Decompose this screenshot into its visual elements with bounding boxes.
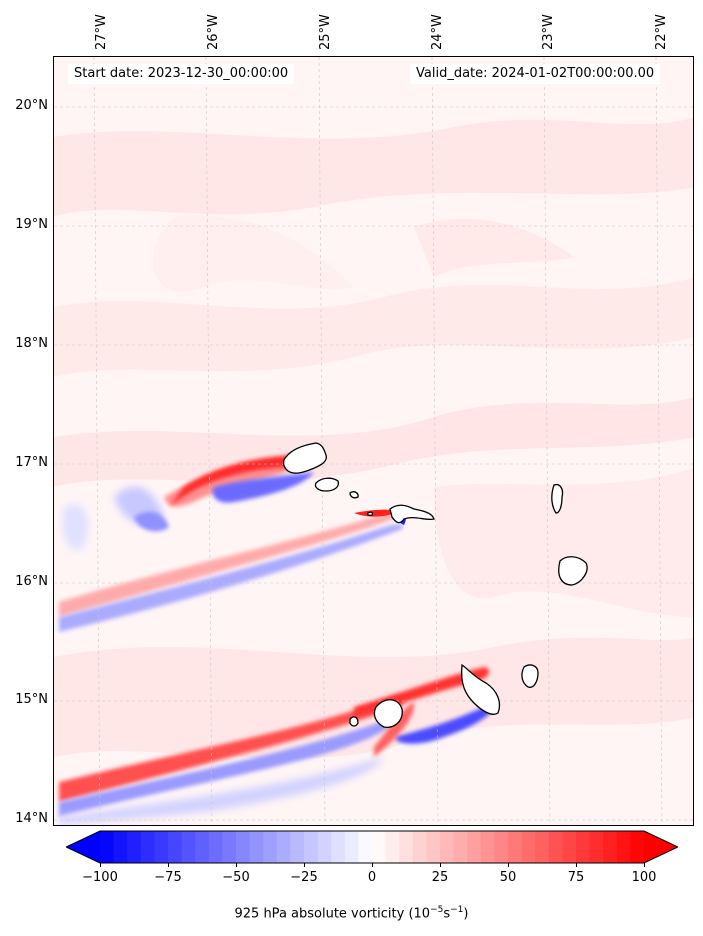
colorbar-segment (181, 831, 196, 863)
colorbar-segment (603, 831, 618, 863)
colorbar-segment (113, 831, 128, 863)
island-brava (349, 716, 359, 727)
colorbar-max-extension (644, 831, 678, 863)
coastlines (282, 442, 588, 728)
colorbar-tick-mark (643, 863, 645, 867)
lat-label-19n: 19°N (15, 217, 48, 232)
colorbar-tick-mark (303, 863, 305, 867)
colorbar-segment (222, 831, 237, 863)
colorbar-segment (480, 831, 495, 863)
colorbar-tick-label: −100 (82, 870, 118, 885)
colorbar-segment (168, 831, 183, 863)
colorbar-segment (276, 831, 291, 863)
lon-label-23w: 23°W (541, 14, 556, 50)
colorbar-segment (453, 831, 468, 863)
colorbar-tick-label: −25 (290, 870, 318, 885)
colorbar-segment (344, 831, 359, 863)
colorbar-tick-label: −75 (154, 870, 182, 885)
colorbar-tick-mark (507, 863, 509, 867)
lat-label-16n: 16°N (15, 574, 48, 589)
colorbar-tick-label: 50 (499, 870, 517, 885)
colorbar-segment (535, 831, 550, 863)
colorbar-segment (630, 831, 645, 863)
colorbar-segment (154, 831, 169, 863)
colorbar-tick-label: 75 (567, 870, 585, 885)
colorbar-tick-mark (235, 863, 237, 867)
north-vortex-street (62, 455, 314, 550)
island-raso (367, 511, 374, 517)
island-boa-vista (558, 556, 588, 586)
colorbar (66, 830, 678, 864)
colorbar-tick-label: 0 (367, 870, 377, 885)
colorbar-segments (66, 831, 678, 863)
lon-label-25w: 25°W (318, 14, 333, 50)
colorbar-segment (562, 831, 577, 863)
colorbar-tick-mark (167, 863, 169, 867)
island-sal (551, 483, 564, 514)
colorbar-min-extension (66, 831, 100, 863)
colorbar-segment (331, 831, 346, 863)
colorbar-tick-mark (439, 863, 441, 867)
lat-label-18n: 18°N (15, 336, 48, 351)
colorbar-segment (521, 831, 536, 863)
colorbar-segment (372, 831, 387, 863)
lat-label-20n: 20°N (15, 98, 48, 113)
vorticity-map (54, 57, 693, 825)
colorbar-segment (508, 831, 523, 863)
colorbar-segment (236, 831, 251, 863)
start-date-label: Start date: 2023-12-30_00:00:00 (68, 64, 295, 84)
map-panel (53, 56, 694, 826)
colorbar-segment (494, 831, 509, 863)
colorbar-segment (589, 831, 604, 863)
colorbar-segment (548, 831, 563, 863)
colorbar-segment (208, 831, 223, 863)
colorbar-tick-label: 100 (631, 870, 657, 885)
lon-label-26w: 26°W (206, 14, 221, 50)
island-sao-vicente (314, 477, 340, 492)
colorbar-segment (290, 831, 305, 863)
colorbar-label: 925 hPa absolute vorticity (10−5s−1) (234, 905, 469, 922)
colorbar-segment (263, 831, 278, 863)
colorbar-segment (385, 831, 400, 863)
colorbar-segment (195, 831, 210, 863)
colorbar-tick-mark (575, 863, 577, 867)
colorbar-segment (304, 831, 319, 863)
island-santa-luzia (349, 491, 359, 499)
colorbar-segment (100, 831, 115, 863)
colorbar-segment (616, 831, 631, 863)
island-sao-nicolau (389, 504, 435, 524)
colorbar-segment (358, 831, 373, 863)
island-maio (521, 664, 539, 688)
colorbar-segment (249, 831, 264, 863)
lat-label-17n: 17°N (15, 455, 48, 470)
colorbar-segment (440, 831, 455, 863)
lon-label-24w: 24°W (430, 14, 445, 50)
graticule (54, 57, 693, 825)
lat-label-15n: 15°N (15, 692, 48, 707)
colorbar-tick-label: −50 (222, 870, 250, 885)
background-vorticity-field (54, 117, 693, 759)
colorbar-tick-mark (99, 863, 101, 867)
island-fogo (373, 699, 403, 728)
colorbar-tick-label: 25 (431, 870, 449, 885)
valid-date-label: Valid_date: 2024-01-02T00:00:00.00 (410, 64, 661, 84)
island-santo-antao (282, 442, 328, 474)
colorbar-segment (140, 831, 155, 863)
lon-label-22w: 22°W (654, 14, 669, 50)
central-vorticity-bands (59, 509, 407, 632)
colorbar-tick-mark (371, 863, 373, 867)
island-santiago (460, 663, 501, 715)
colorbar-segment (426, 831, 441, 863)
colorbar-segment (412, 831, 427, 863)
colorbar-segment (576, 831, 591, 863)
lat-label-14n: 14°N (15, 811, 48, 826)
colorbar-segment (399, 831, 414, 863)
lon-label-27w: 27°W (94, 14, 109, 50)
colorbar-segment (467, 831, 482, 863)
colorbar-segment (127, 831, 142, 863)
colorbar-segment (317, 831, 332, 863)
